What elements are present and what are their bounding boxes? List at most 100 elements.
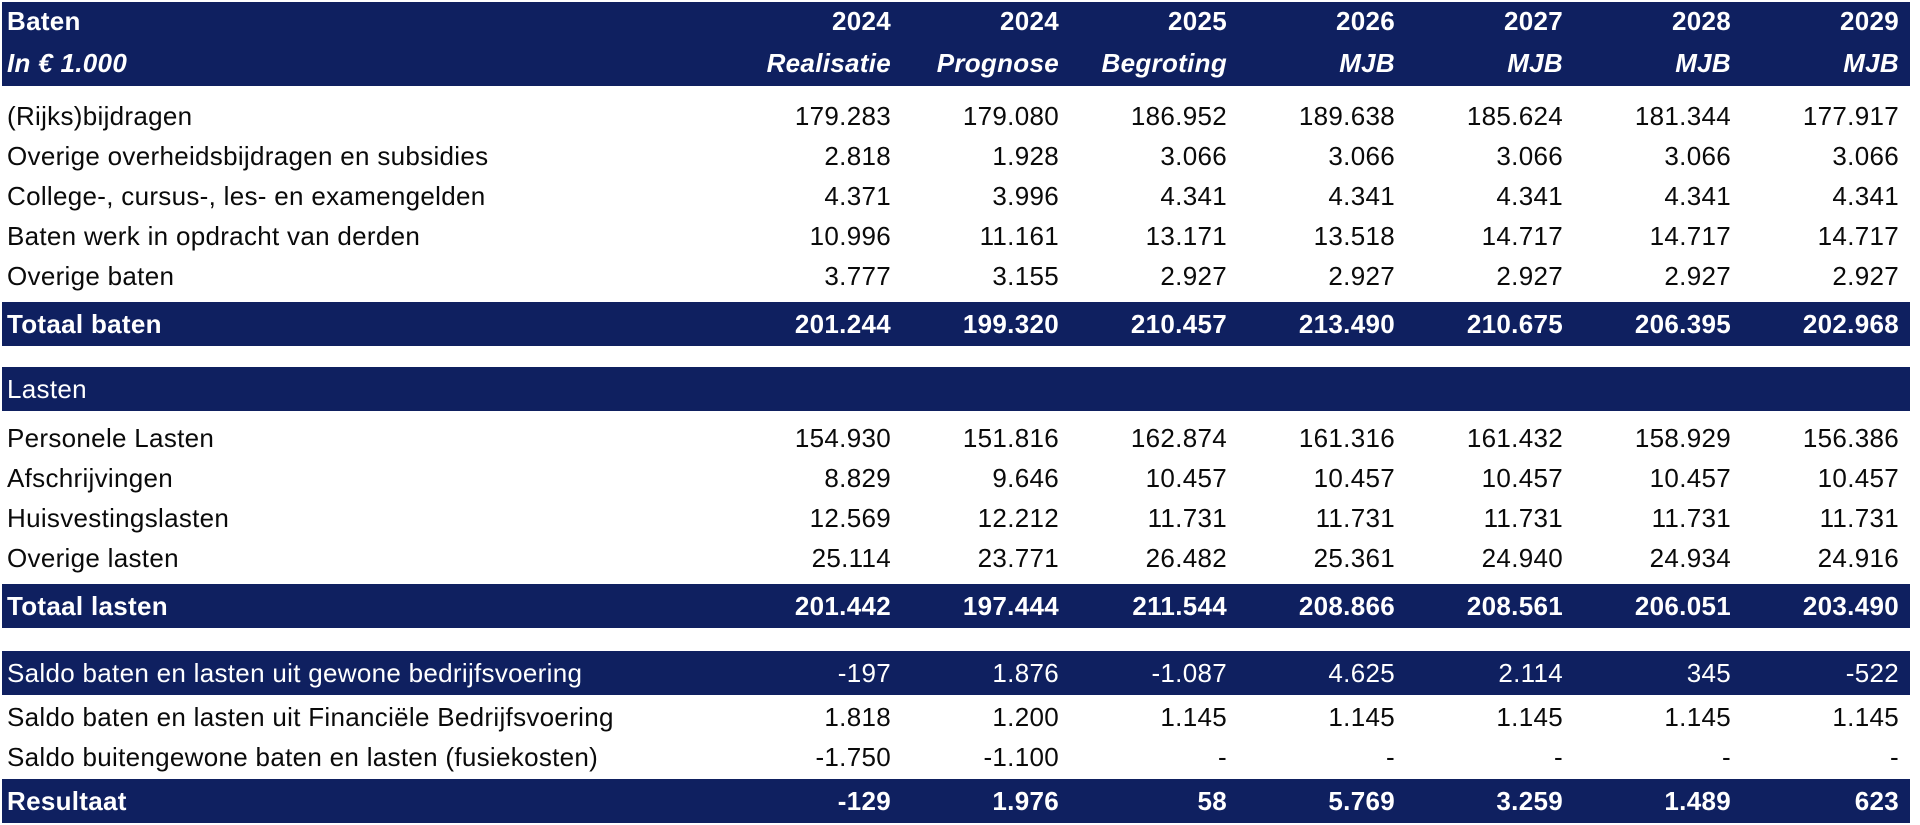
total-cell: 208.561 — [1466, 590, 1563, 621]
total-row-baten: Totaal baten 201.244 199.320 210.457 213… — [2, 302, 1910, 346]
table-row: College-, cursus-, les- en examengelden … — [2, 176, 1910, 216]
value-cell: 3.066 — [1832, 140, 1899, 171]
value-cell: 2.927 — [1160, 260, 1227, 291]
total-row-lasten: Totaal lasten 201.442 197.444 211.544 20… — [2, 584, 1910, 628]
result-cell: 58 — [1197, 785, 1227, 816]
value-cell: 24.934 — [1649, 542, 1731, 573]
value-cell: 13.518 — [1313, 220, 1395, 251]
section-header-lasten: Lasten — [2, 367, 1910, 411]
value-cell: 8.829 — [824, 462, 891, 493]
total-cell: 201.244 — [794, 308, 891, 339]
value-cell: 14.717 — [1649, 220, 1731, 251]
table-row: Overige overheidsbijdragen en subsidies … — [2, 136, 1910, 176]
total-cell: 210.457 — [1130, 308, 1227, 339]
value-cell: - — [1890, 741, 1899, 772]
row-label: Saldo buitengewone baten en lasten (fusi… — [7, 741, 599, 772]
value-cell: 3.066 — [1160, 140, 1227, 171]
type-cell: MJB — [1507, 48, 1563, 78]
row-label: Totaal baten — [7, 308, 162, 339]
value-cell: 345 — [1686, 657, 1731, 688]
result-cell: 5.769 — [1328, 785, 1395, 816]
row-label: Overige lasten — [7, 542, 179, 573]
value-cell: 2.818 — [824, 140, 891, 171]
value-cell: 25.361 — [1313, 542, 1395, 573]
value-cell: 1.145 — [1664, 701, 1731, 732]
value-cell: 1.145 — [1496, 701, 1563, 732]
row-label: Baten werk in opdracht van derden — [7, 220, 421, 251]
value-cell: -1.100 — [983, 741, 1059, 772]
type-cell: MJB — [1843, 48, 1899, 78]
result-row: Resultaat -129 1.976 58 5.769 3.259 1.48… — [2, 779, 1910, 823]
total-cell: 199.320 — [962, 308, 1059, 339]
value-cell: 177.917 — [1802, 100, 1899, 131]
row-label: Afschrijvingen — [7, 462, 174, 493]
type-cell: Prognose — [936, 48, 1059, 78]
row-label: Saldo baten en lasten uit gewone bedrijf… — [7, 657, 583, 688]
value-cell: 3.066 — [1496, 140, 1563, 171]
value-cell: 11.731 — [1819, 502, 1899, 533]
value-cell: 11.731 — [1483, 502, 1563, 533]
value-cell: 9.646 — [992, 462, 1059, 493]
table-row: Huisvestingslasten 12.569 12.212 11.731 … — [2, 498, 1910, 538]
value-cell: 3.996 — [992, 180, 1059, 211]
year-cell: 2028 — [1671, 6, 1731, 36]
value-cell: 154.930 — [794, 422, 891, 453]
value-cell: 161.316 — [1298, 422, 1395, 453]
year-cell: 2024 — [831, 6, 891, 36]
table-row: Baten werk in opdracht van derden 10.996… — [2, 216, 1910, 256]
value-cell: 2.927 — [1832, 260, 1899, 291]
result-cell: 1.976 — [992, 785, 1059, 816]
value-cell: 1.145 — [1328, 701, 1395, 732]
value-cell: - — [1386, 741, 1395, 772]
row-label: Saldo baten en lasten uit Financiële Bed… — [7, 701, 614, 732]
total-cell: 208.866 — [1298, 590, 1395, 621]
total-cell: 206.051 — [1634, 590, 1731, 621]
value-cell: 1.200 — [992, 701, 1059, 732]
value-cell: 10.457 — [1145, 462, 1227, 493]
value-cell: 186.952 — [1130, 100, 1227, 131]
value-cell: 11.161 — [979, 220, 1059, 251]
type-cell: Begroting — [1101, 48, 1227, 78]
value-cell: 2.927 — [1328, 260, 1395, 291]
row-label: Totaal lasten — [7, 590, 168, 621]
value-cell: 4.371 — [824, 180, 891, 211]
result-cell: 1.489 — [1664, 785, 1731, 816]
header-years-row: Baten 2024 2024 2025 2026 2027 2028 2029 — [2, 2, 1910, 41]
section-title-lasten: Lasten — [7, 373, 87, 404]
section-title-baten: Baten — [7, 6, 81, 36]
total-cell: 210.675 — [1466, 308, 1563, 339]
value-cell: 4.341 — [1328, 180, 1395, 211]
value-cell: 3.155 — [992, 260, 1059, 291]
value-cell: 4.341 — [1664, 180, 1731, 211]
saldo-gewone-row: Saldo baten en lasten uit gewone bedrijf… — [2, 651, 1910, 695]
row-label: Resultaat — [7, 785, 127, 816]
value-cell: 2.927 — [1496, 260, 1563, 291]
value-cell: 4.625 — [1328, 657, 1395, 688]
total-cell: 197.444 — [962, 590, 1059, 621]
value-cell: 14.717 — [1481, 220, 1563, 251]
table-row: Personele Lasten 154.930 151.816 162.874… — [2, 418, 1910, 458]
total-cell: 201.442 — [794, 590, 891, 621]
value-cell: - — [1554, 741, 1563, 772]
value-cell: 3.777 — [824, 260, 891, 291]
value-cell: 189.638 — [1298, 100, 1395, 131]
total-cell: 203.490 — [1802, 590, 1899, 621]
value-cell: 179.283 — [794, 100, 891, 131]
value-cell: 10.457 — [1817, 462, 1899, 493]
value-cell: 4.341 — [1832, 180, 1899, 211]
table-row: Overige lasten 25.114 23.771 26.482 25.3… — [2, 538, 1910, 578]
value-cell: 26.482 — [1145, 542, 1227, 573]
value-cell: -1.750 — [815, 741, 891, 772]
value-cell: 23.771 — [977, 542, 1059, 573]
result-cell: -129 — [837, 785, 891, 816]
value-cell: 11.731 — [1147, 502, 1227, 533]
value-cell: 14.717 — [1817, 220, 1899, 251]
result-cell: 623 — [1854, 785, 1899, 816]
row-label: (Rijks)bijdragen — [7, 100, 193, 131]
value-cell: 156.386 — [1802, 422, 1899, 453]
table-row: Saldo baten en lasten uit Financiële Bed… — [2, 697, 1910, 737]
total-cell: 202.968 — [1802, 308, 1899, 339]
value-cell: 3.066 — [1328, 140, 1395, 171]
value-cell: 2.927 — [1664, 260, 1731, 291]
